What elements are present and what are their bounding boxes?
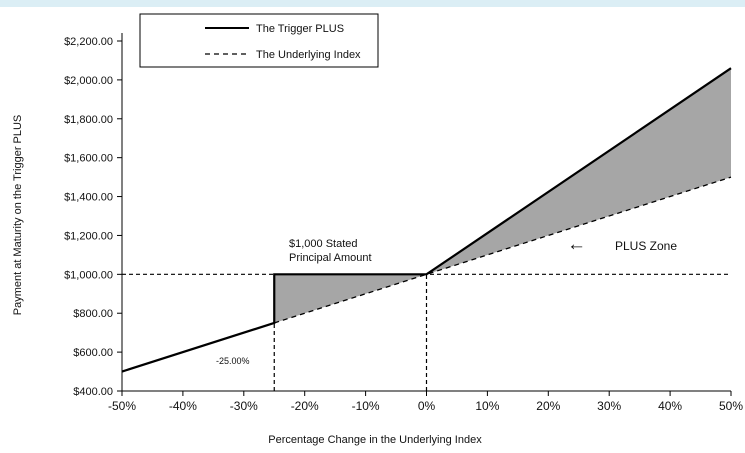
chart-svg: -50% -40% -30% -20% -10% 0% 10% 20% 30% 40% 50% $4… <box>12 13 743 446</box>
y-tick-label: $800.00 <box>73 308 113 320</box>
y-tick-label: $1,000.00 <box>64 269 113 281</box>
plus-zone-label: PLUS Zone <box>615 239 677 253</box>
y-tick-label: $2,000.00 <box>64 75 113 87</box>
stated-amount-label-line2: Principal Amount <box>289 252 372 264</box>
legend-label-underlying-index: The Underlying Index <box>256 49 361 61</box>
series-layer <box>121 67 732 373</box>
x-tick-label: -10% <box>352 399 380 413</box>
y-tick-label: $2,200.00 <box>64 36 113 48</box>
y-ticks: $400.00 $600.00 $800.00 $1,000.00 $1,200.00 $… <box>64 36 122 398</box>
x-tick-label: -30% <box>230 399 258 413</box>
y-tick-label: $1,800.00 <box>64 114 113 126</box>
x-tick-label: 40% <box>658 399 682 413</box>
y-tick-label: $1,200.00 <box>64 230 113 242</box>
legend-label-trigger-plus: The Trigger PLUS <box>256 23 344 35</box>
y-tick-label: $400.00 <box>73 386 113 398</box>
shade-layer <box>274 68 731 323</box>
x-tick-label: 20% <box>536 399 560 413</box>
x-tick-label: -50% <box>108 399 136 413</box>
legend: The Trigger PLUS The Underlying Index <box>139 13 379 68</box>
x-ticks: -50% -40% -30% -20% -10% 0% 10% 20% 30% 40% 50% <box>108 391 743 413</box>
plus-zone-arrow-icon: ← <box>567 234 586 255</box>
reference-lines <box>122 273 731 391</box>
x-axis-title: Percentage Change in the Underlying Inde… <box>268 434 482 446</box>
y-tick-label: $1,400.00 <box>64 192 113 204</box>
x-tick-label: 30% <box>597 399 621 413</box>
series-line-1 <box>274 176 732 324</box>
x-tick-label: 0% <box>418 399 436 413</box>
series-line-0 <box>121 67 732 373</box>
x-tick-label: -20% <box>291 399 319 413</box>
x-tick-label: 50% <box>719 399 743 413</box>
y-tick-label: $600.00 <box>73 347 113 359</box>
stated-amount-label-line1: $1,000 Stated <box>289 238 358 250</box>
legend-box <box>139 13 379 68</box>
x-tick-label: -40% <box>169 399 197 413</box>
y-tick-label: $1,600.00 <box>64 153 113 165</box>
y-axis-title: Payment at Maturity on the Trigger PLUS <box>12 115 24 316</box>
trigger-level-label: -25.00% <box>216 356 250 366</box>
x-tick-label: 10% <box>475 399 499 413</box>
